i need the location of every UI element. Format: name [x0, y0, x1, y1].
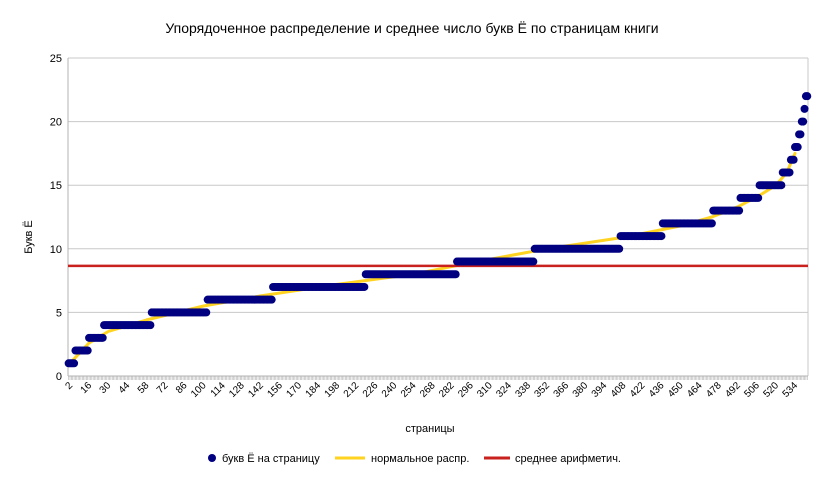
data-point	[754, 193, 763, 202]
x-tick-label: 2	[63, 380, 75, 392]
x-tick-label: 86	[174, 380, 190, 396]
y-tick-label: 10	[50, 244, 62, 256]
y-tick-labels: 0 5 10 15 20 25	[50, 53, 62, 383]
x-tick-label: 198	[323, 380, 343, 400]
x-tick-label: 366	[552, 380, 572, 400]
x-tick-label: 464	[685, 380, 705, 400]
x-tick-label: 226	[361, 380, 381, 400]
y-axis-title: Букв Ё	[23, 220, 35, 254]
x-tick-label: 114	[209, 380, 228, 399]
x-tick-label: 450	[666, 380, 686, 400]
data-point	[615, 244, 624, 253]
x-tick-label: 478	[704, 380, 724, 400]
x-tick-label: 282	[437, 380, 457, 400]
legend: букв Ё на страницу нормальное распр. сре…	[208, 453, 621, 465]
x-tick-label: 534	[781, 380, 801, 400]
data-point	[796, 130, 805, 139]
x-tick-label: 30	[98, 380, 114, 396]
x-tick-label: 72	[155, 380, 171, 396]
data-point	[70, 359, 79, 368]
x-tick-label: 492	[723, 380, 743, 400]
legend-label-normal: нормальное распр.	[371, 453, 469, 465]
y-tick-label: 5	[56, 307, 62, 319]
data-point	[657, 232, 666, 241]
data-point	[360, 282, 369, 291]
x-tick-label: 44	[117, 380, 133, 396]
data-point	[98, 333, 107, 342]
data-point	[202, 308, 211, 317]
x-tick-label: 128	[227, 380, 247, 400]
x-tick-label: 520	[761, 380, 781, 400]
x-tick-label: 352	[533, 380, 553, 400]
x-tick-label: 310	[475, 380, 495, 400]
x-tick-label: 422	[628, 380, 648, 400]
x-tick-label: 436	[647, 380, 667, 400]
y-tick-label: 0	[56, 371, 62, 383]
legend-label-mean: среднее арифметич.	[515, 453, 621, 465]
x-tick-label: 380	[571, 380, 591, 400]
data-point	[707, 219, 716, 228]
data-point	[799, 117, 808, 126]
x-tick-label: 296	[456, 380, 476, 400]
x-tick-label: 408	[609, 380, 629, 400]
x-axis-title: страницы	[405, 423, 454, 435]
data-point	[529, 257, 538, 266]
data-point	[793, 143, 802, 152]
data-point	[789, 155, 798, 164]
data-point	[267, 295, 276, 304]
data-point	[83, 346, 92, 355]
legend-marker-scatter	[208, 454, 216, 462]
x-minor-ticks	[68, 376, 808, 380]
x-tick-label: 58	[136, 380, 152, 396]
x-tick-label: 268	[418, 380, 438, 400]
data-point	[451, 270, 460, 279]
y-tick-label: 15	[50, 180, 62, 192]
y-tick-label: 20	[50, 117, 62, 129]
legend-label-scatter: букв Ё на страницу	[222, 453, 320, 465]
scatter-points	[64, 92, 812, 368]
data-point	[777, 181, 786, 190]
chart-title: Упорядоченное распределение и среднее чи…	[165, 20, 658, 36]
data-point	[735, 206, 744, 215]
x-tick-label: 324	[494, 380, 514, 400]
x-tick-label: 338	[513, 380, 533, 400]
x-tick-label: 240	[380, 380, 400, 400]
x-tick-label: 156	[265, 380, 285, 400]
x-tick-label: 100	[189, 380, 209, 400]
x-tick-label: 394	[590, 380, 610, 400]
x-tick-label: 142	[246, 380, 266, 400]
x-tick-label: 16	[79, 380, 95, 396]
data-point	[803, 92, 812, 101]
x-tick-label: 184	[304, 380, 324, 400]
data-point	[785, 168, 794, 177]
data-point	[146, 321, 155, 330]
x-tick-label: 212	[342, 380, 362, 400]
gridlines	[67, 57, 809, 380]
x-tick-labels: 2 16 30 44 58 72 86 100 114 128 142 156 170 184 198 212…	[63, 380, 800, 400]
x-tick-label: 506	[742, 380, 762, 400]
x-tick-label: 254	[399, 380, 419, 400]
y-tick-label: 25	[50, 53, 62, 65]
data-point	[800, 104, 809, 113]
x-tick-label: 170	[284, 380, 304, 400]
